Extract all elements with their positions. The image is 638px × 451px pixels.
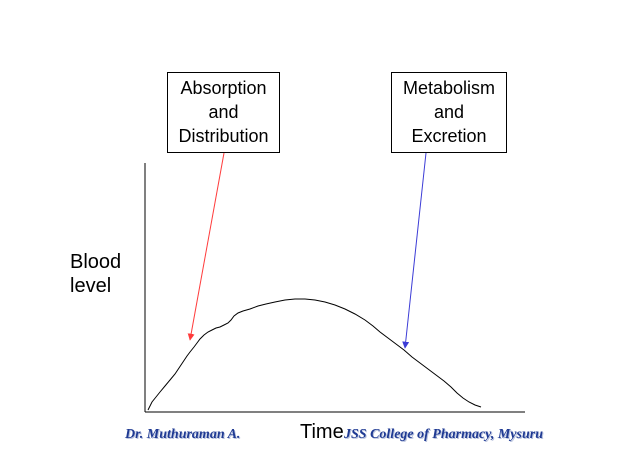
blood-level-curve	[147, 298, 482, 411]
footer-author: Dr. Muthuraman A.	[125, 427, 241, 442]
footer-institution: JSS College of Pharmacy, Mysuru	[344, 427, 543, 442]
distribution-text: Distribution	[178, 126, 269, 146]
absorption-arrow	[187, 152, 225, 341]
excretion-text: Excretion	[411, 126, 487, 146]
metabolism-excretion-label: Metabolism and Excretion	[391, 72, 507, 153]
absorption-text: Absorption	[180, 78, 267, 98]
x-axis-label: Time	[300, 421, 344, 443]
y-axis-label-line1: Blood	[70, 251, 122, 273]
absorption-and-text: and	[208, 102, 239, 122]
y-axis-label-line2: level	[70, 275, 112, 297]
excretion-arrow	[402, 152, 427, 349]
metabolism-and-text: and	[433, 102, 465, 122]
y-axis-label: Blood level	[70, 250, 121, 298]
absorption-distribution-label: Absorption and Distribution	[167, 72, 280, 153]
metabolism-text: Metabolism	[402, 78, 496, 98]
